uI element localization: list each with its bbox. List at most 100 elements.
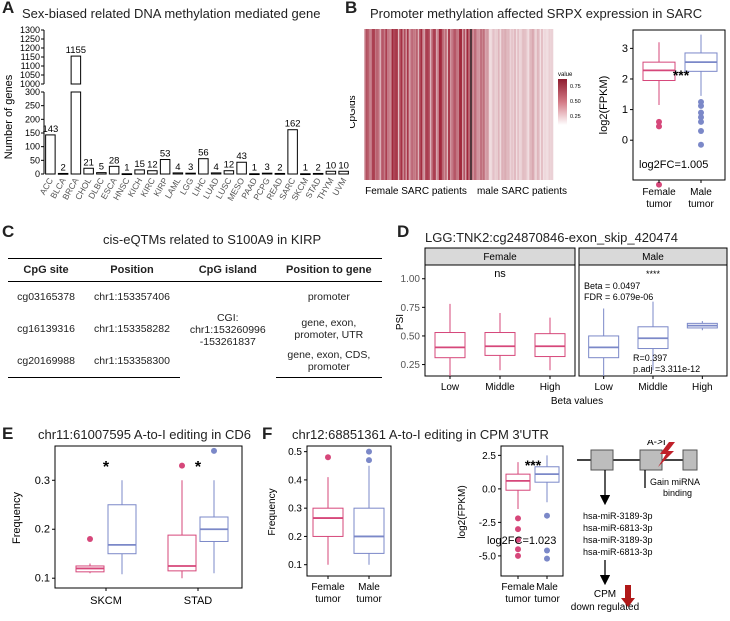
bar	[338, 170, 349, 175]
x-tick-label: tumor	[688, 199, 714, 210]
x-tick-label: tumor	[315, 594, 341, 605]
y-tick-label: 1000	[20, 79, 40, 89]
bar-upper-segment	[70, 55, 82, 85]
heatmap-column	[550, 29, 552, 180]
heatmap-column	[452, 29, 455, 180]
heatmap-column	[490, 29, 493, 180]
heatmap-column	[405, 29, 408, 180]
heatmap-column	[509, 29, 512, 180]
female-outlier	[515, 515, 521, 522]
bar-value-label: 28	[109, 155, 120, 166]
heatmap-column	[380, 29, 383, 180]
bar	[249, 173, 260, 176]
x-tick-label: SKCM	[90, 595, 122, 607]
significance-label: *	[195, 459, 202, 476]
table-header: CpG site	[8, 258, 85, 282]
y-tick-label: 1150	[21, 52, 40, 62]
female-outlier	[656, 118, 662, 125]
female-box	[642, 61, 676, 82]
heatmap-column	[408, 29, 411, 180]
y-tick-label: 3	[622, 43, 628, 55]
stat-annotation: Beta = 0.0497	[584, 281, 640, 291]
heatmap-column	[535, 29, 537, 180]
bar	[223, 170, 235, 175]
axis-label-y: Frequency	[11, 492, 23, 544]
bar	[172, 172, 184, 175]
heatmap-column	[422, 29, 424, 180]
male-outlier	[211, 447, 217, 454]
stat-annotation: R=0.397	[633, 353, 667, 363]
cpg-site: cg16139316	[17, 322, 75, 335]
x-tick-label: High	[692, 382, 713, 393]
bar	[236, 161, 247, 175]
bar-value-label: 4	[213, 162, 218, 173]
heatmap-column	[391, 29, 394, 180]
downregulated-arrow-icon	[621, 585, 635, 607]
bar	[185, 172, 196, 175]
heatmap-column	[499, 29, 502, 180]
stat-annotation: FDR = 6.079e-06	[584, 292, 653, 302]
significance-label: ****	[646, 269, 661, 279]
female-outlier	[515, 546, 521, 553]
boxplot-f-frequency: 0.10.20.30.40.5FrequencyFemaletumorMalet…	[267, 445, 392, 605]
heatmap-column	[419, 29, 421, 180]
male-outlier	[366, 457, 372, 464]
heatmap-column	[524, 29, 527, 180]
bar	[121, 173, 133, 176]
mirna-label: hsa-miR-6813-3p	[583, 547, 653, 557]
heat-legend-title: value	[558, 72, 573, 78]
heatmap-column	[396, 29, 398, 180]
bar-value-label: 10	[326, 160, 337, 171]
island-line: CGI:	[216, 311, 239, 324]
x-tick-label: UVM	[330, 176, 348, 197]
panel-b-title: Promoter methylation affected SRPX expre…	[370, 6, 703, 21]
boxplot-e: 0.1 0.2 0.3 Frequency SKCM * STAD *	[11, 445, 243, 607]
bar	[147, 170, 158, 175]
y-tick-label: 2.5	[482, 451, 496, 462]
axis-label-y: log2(FPKM)	[598, 76, 610, 135]
heatmap-column	[544, 29, 546, 180]
panel-e-label: E	[2, 424, 14, 443]
heatmap-column	[469, 29, 472, 180]
female-outlier	[515, 536, 521, 543]
y-tick-label: -2.5	[479, 518, 497, 529]
male-outlier	[544, 512, 550, 519]
y-tick-label: 0.1	[288, 560, 302, 571]
heatmap-column	[451, 29, 453, 180]
result-label: down regulated	[571, 602, 639, 613]
y-tick-label: 1100	[21, 61, 40, 71]
log2fc-label: log2FC=1.005	[639, 159, 708, 171]
y-tick-label: 1300	[20, 25, 40, 35]
male-outlier	[698, 114, 704, 121]
heatmap-column	[367, 29, 369, 180]
heatmap-column	[411, 29, 414, 180]
y-tick-label: 1.00	[401, 274, 421, 285]
exon-box	[590, 449, 614, 471]
panel-f-title: chr12:68851361 A-to-I editing in CPM 3'U…	[292, 427, 549, 442]
heatmap-column	[397, 29, 400, 180]
panel-d-title: LGG:TNK2:cg24870846-exon_skip_420474	[425, 230, 678, 245]
heat-legend-tick: 0.75	[570, 84, 581, 90]
y-tick-label: 300	[25, 87, 40, 97]
log2fc-label: log2FC=1.023	[487, 535, 556, 547]
table-header: Position to gene	[275, 258, 382, 282]
heatmap-column	[403, 29, 406, 180]
heatmap-column	[463, 29, 466, 180]
heatmap-group-female: Female SARC patients	[365, 186, 467, 197]
heatmap-column	[518, 29, 521, 180]
panel-f-label: F	[262, 424, 273, 443]
bar-value-label: 2	[60, 162, 65, 173]
female-box	[534, 333, 566, 358]
heatmap-column	[388, 29, 391, 180]
position-to-gene: promoter	[276, 282, 382, 312]
male-outlier	[698, 128, 704, 135]
axis-label-a-y: Number of genes	[3, 74, 15, 159]
y-tick-label: 0	[35, 169, 40, 179]
y-tick-label: 150	[25, 128, 40, 138]
table-header-row: CpG site Position CpG island Position to…	[8, 258, 382, 282]
heatmap-column	[536, 29, 539, 180]
heatmap-column	[426, 29, 429, 180]
heatmap-column	[497, 29, 500, 180]
panel-a-label: A	[2, 0, 15, 17]
heatmap-column	[429, 29, 432, 180]
